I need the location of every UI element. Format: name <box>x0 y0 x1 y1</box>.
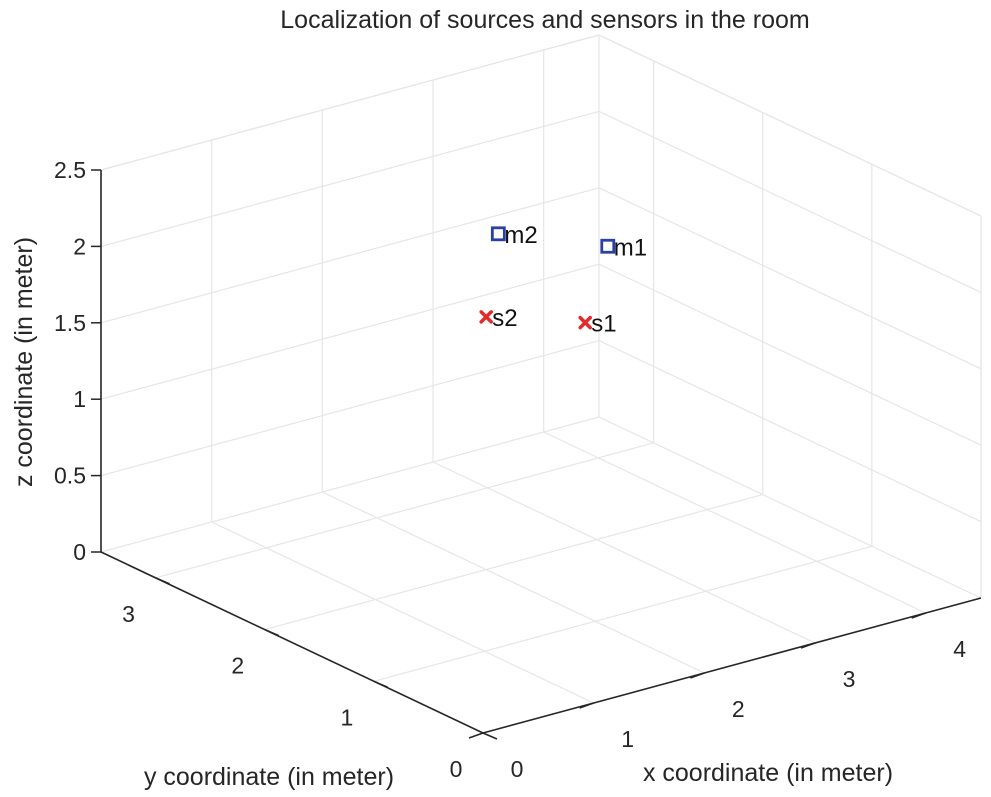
back-wall-grid-line <box>598 187 982 370</box>
z-tick-label: 1 <box>73 386 86 412</box>
grid-edge <box>100 34 600 171</box>
x-axis-label: x coordinate (in meter) <box>643 759 893 787</box>
y-tick-label: 2 <box>231 653 244 679</box>
back-wall-grid-line <box>100 263 600 400</box>
y-tick-label: 1 <box>340 704 353 730</box>
floor-grid-line <box>322 491 705 674</box>
back-wall-grid-line <box>100 110 600 247</box>
x-tick-label: 2 <box>732 696 745 722</box>
y-tick-label: 3 <box>122 601 135 627</box>
back-wall-grid-line <box>598 110 982 293</box>
x-tick-mark <box>800 642 816 649</box>
x-tick-mark <box>911 612 926 619</box>
floor-grid-line <box>264 493 763 631</box>
point-label-s1: s1 <box>591 311 616 338</box>
x-tick-label: 0 <box>511 756 524 782</box>
point-label-m2: m2 <box>504 222 537 249</box>
back-wall-grid-line <box>100 416 600 553</box>
data-marks: s1 s2 m1 m2 <box>479 222 647 338</box>
y-tick-mark <box>155 577 170 585</box>
back-wall-grid-line <box>598 263 982 446</box>
x-tick-label: 4 <box>953 636 966 662</box>
z-tick-label: 2 <box>73 233 86 259</box>
grid-edge <box>598 34 982 217</box>
z-tick-label: 2.5 <box>54 157 86 183</box>
floor-grid-line <box>543 431 926 614</box>
z-tick-label: 0 <box>73 539 86 565</box>
back-wall-grid-line <box>100 340 600 477</box>
back-wall-grid-line <box>100 187 600 324</box>
x-tick-mark <box>579 702 594 709</box>
floor-grid-line <box>373 545 873 682</box>
z-tick-label: 1.5 <box>54 310 86 336</box>
x-axis-line <box>482 597 982 734</box>
x-tick-label: 3 <box>843 666 856 692</box>
sensor-marker-m1 <box>600 238 616 254</box>
floor-grid-line <box>211 521 594 704</box>
floor-grid-line <box>432 461 816 644</box>
x-tick-label: 1 <box>621 726 634 752</box>
z-tick-label: 0.5 <box>54 463 86 489</box>
tick-labels: 0 1 2 3 4 0 1 2 3 0 0.5 1 1.5 2 2.5 <box>54 157 966 782</box>
x-tick-mark <box>468 732 484 739</box>
source-marker-stroke <box>479 310 493 324</box>
source-marker-s2 <box>479 310 493 324</box>
sensor-marker-m2 <box>490 226 506 242</box>
point-label-s2: s2 <box>492 305 517 332</box>
back-wall-grid-line <box>598 340 982 523</box>
y-tick-mark <box>373 680 389 688</box>
floor-grid-line <box>155 442 654 579</box>
y-tick-label: 0 <box>450 756 463 782</box>
source-marker-s1 <box>578 315 592 330</box>
point-label-m1: m1 <box>614 234 647 261</box>
y-axis-label: y coordinate (in meter) <box>144 763 394 791</box>
axis-layer <box>91 169 982 740</box>
grid-layer <box>100 34 982 734</box>
x-tick-mark <box>690 672 705 679</box>
y-tick-mark <box>482 732 498 740</box>
chart-title: Localization of sources and sensors in t… <box>280 6 809 34</box>
back-wall-grid-line <box>598 416 982 599</box>
z-axis-label: z coordinate (in meter) <box>10 237 38 487</box>
y-tick-mark <box>264 628 280 637</box>
source-marker-stroke <box>578 315 592 330</box>
